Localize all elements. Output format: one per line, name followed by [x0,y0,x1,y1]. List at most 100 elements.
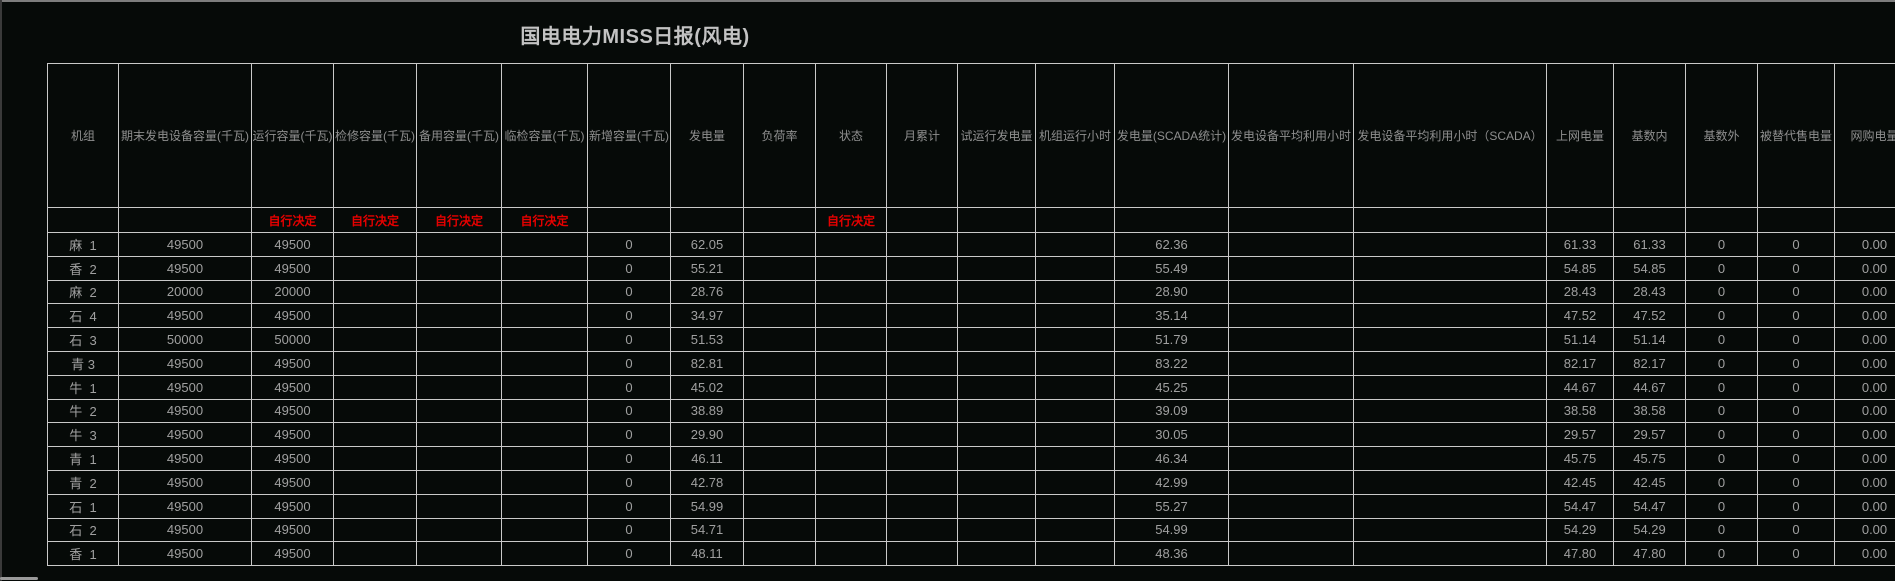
data-cell-r7-c5 [501,398,588,424]
header-cell-17: 基数内 [1613,63,1686,208]
data-cell-r8-c8 [743,422,816,448]
data-cell-r9-c4 [416,446,502,471]
data-cell-r13-c7: 48.11 [670,541,744,567]
data-cell-r7-c20: 0.00 [1834,398,1895,424]
data-cell-r4-c17: 51.14 [1613,327,1686,352]
data-cell-r4-c14 [1228,327,1354,352]
data-cell-r3-c3 [333,303,417,329]
table-row-12: 石 2 49500 49500 0 54.71 54.99 54.29 54.29 0 0 0.00 [47,517,1895,543]
data-cell-r1-c20: 0.00 [1834,255,1895,281]
subheader-empty-cell-14 [1228,207,1354,233]
data-cell-r10-c10 [886,469,958,495]
data-cell-r5-c16: 82.17 [1546,350,1614,376]
horizontal-scrollbar-thumb[interactable] [0,577,38,580]
data-cell-r8-c13: 30.05 [1114,422,1229,448]
data-cell-r7-c18: 0 [1685,398,1758,424]
data-cell-r13-c6: 0 [587,541,671,567]
data-cell-r11-c17: 54.47 [1613,493,1686,519]
data-cell-r0-c3 [333,232,417,257]
unit-cell: 石 1 [47,493,119,519]
subheader-empty-cell-8 [743,207,816,233]
data-cell-r6-c13: 45.25 [1114,374,1229,400]
data-cell-r11-c14 [1228,493,1354,519]
data-cell-r11-c16: 54.47 [1546,493,1614,519]
unit-cell: 石 2 [47,517,119,543]
data-cell-r4-c3 [333,327,417,352]
data-cell-r12-c1: 49500 [118,517,252,543]
data-cell-r6-c5 [501,374,588,400]
data-cell-r13-c19: 0 [1757,541,1835,567]
data-cell-r2-c11 [957,279,1036,305]
data-cell-r0-c13: 62.36 [1114,232,1229,257]
data-cell-r0-c19: 0 [1757,232,1835,257]
data-cell-r1-c4 [416,255,502,281]
data-cell-r2-c13: 28.90 [1114,279,1229,305]
data-cell-r10-c18: 0 [1685,469,1758,495]
data-cell-r13-c12 [1035,541,1115,567]
table-row-10: 青 2 49500 49500 0 42.78 42.99 42.45 42.45 0 0 0.00 [47,469,1895,495]
data-cell-r4-c18: 0 [1685,327,1758,352]
data-cell-r0-c18: 0 [1685,232,1758,257]
subheader-empty-cell-13 [1114,207,1229,233]
data-cell-r5-c20: 0.00 [1834,350,1895,376]
header-cell-1: 期末发电设备容量(千瓦) [118,63,252,208]
data-cell-r4-c2: 50000 [251,327,334,352]
table-row-8: 牛 3 49500 49500 0 29.90 30.05 29.57 29.57 0 0 0.00 [47,422,1895,448]
data-cell-r2-c17: 28.43 [1613,279,1686,305]
data-cell-r13-c2: 49500 [251,541,334,567]
subheader-empty-cell-20 [1834,207,1895,233]
data-cell-r3-c19: 0 [1757,303,1835,329]
data-cell-r7-c2: 49500 [251,398,334,424]
data-cell-r4-c4 [416,327,502,352]
data-cell-r11-c5 [501,493,588,519]
data-cell-r10-c3 [333,469,417,495]
data-cell-r3-c13: 35.14 [1114,303,1229,329]
data-cell-r3-c11 [957,303,1036,329]
data-cell-r5-c1: 49500 [118,350,252,376]
unit-cell: 麻 2 [47,279,119,305]
data-cell-r2-c19: 0 [1757,279,1835,305]
data-cell-r11-c18: 0 [1685,493,1758,519]
data-cell-r3-c7: 34.97 [670,303,744,329]
data-cell-r2-c15 [1353,279,1547,305]
data-cell-r1-c5 [501,255,588,281]
data-cell-r8-c18: 0 [1685,422,1758,448]
data-cell-r13-c9 [815,541,887,567]
data-cell-r13-c11 [957,541,1036,567]
subheader-empty-cell-7 [670,207,744,233]
data-cell-r9-c3 [333,446,417,471]
data-cell-r1-c7: 55.21 [670,255,744,281]
data-cell-r13-c8 [743,541,816,567]
data-cell-r4-c8 [743,327,816,352]
data-cell-r9-c10 [886,446,958,471]
unit-cell: 石 4 [47,303,119,329]
data-cell-r1-c17: 54.85 [1613,255,1686,281]
page-title: 国电电力MISS日报(风电) [520,26,750,48]
header-cell-19: 被替代售电量 [1757,63,1835,208]
data-cell-r9-c15 [1353,446,1547,471]
data-cell-r2-c18: 0 [1685,279,1758,305]
data-cell-r10-c6: 0 [587,469,671,495]
data-cell-r6-c17: 44.67 [1613,374,1686,400]
data-cell-r9-c18: 0 [1685,446,1758,471]
data-cell-r1-c6: 0 [587,255,671,281]
data-cell-r4-c20: 0.00 [1834,327,1895,352]
data-cell-r5-c10 [886,350,958,376]
data-cell-r8-c5 [501,422,588,448]
data-cell-r11-c11 [957,493,1036,519]
data-cell-r5-c17: 82.17 [1613,350,1686,376]
data-cell-r4-c19: 0 [1757,327,1835,352]
table-row-1: 香 2 49500 49500 0 55.21 55.49 54.85 54.85 0 0 0.00 [47,255,1895,281]
data-cell-r11-c1: 49500 [118,493,252,519]
data-cell-r8-c11 [957,422,1036,448]
data-cell-r12-c13: 54.99 [1114,517,1229,543]
data-cell-r6-c6: 0 [587,374,671,400]
table-row-4: 石 3 50000 50000 0 51.53 51.79 51.14 51.14 0 0 0.00 [47,327,1895,352]
data-cell-r0-c12 [1035,232,1115,257]
subheader-empty-cell-15 [1353,207,1547,233]
data-cell-r13-c20: 0.00 [1834,541,1895,567]
data-cell-r7-c10 [886,398,958,424]
data-cell-r7-c7: 38.89 [670,398,744,424]
header-cell-6: 新增容量(千瓦) [587,63,671,208]
data-cell-r6-c11 [957,374,1036,400]
